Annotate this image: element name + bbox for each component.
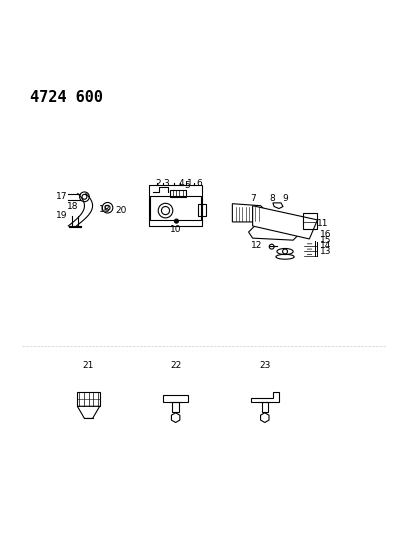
Bar: [198, 204, 206, 216]
Bar: [170, 190, 186, 197]
Text: 18: 18: [99, 205, 111, 214]
Polygon shape: [273, 203, 283, 208]
Bar: [150, 196, 201, 220]
Text: 1: 1: [187, 179, 193, 188]
Text: 7: 7: [250, 194, 255, 203]
Text: 16: 16: [320, 230, 331, 239]
Polygon shape: [248, 224, 297, 240]
Text: 10: 10: [170, 225, 182, 233]
Text: 17: 17: [55, 192, 67, 201]
Text: 3: 3: [164, 179, 169, 188]
Text: 22: 22: [170, 361, 181, 370]
Text: 12: 12: [251, 241, 262, 250]
Text: 23: 23: [259, 361, 271, 370]
Text: 19: 19: [55, 212, 67, 220]
Text: 4: 4: [178, 179, 184, 188]
Text: 2: 2: [155, 179, 161, 188]
Polygon shape: [253, 206, 317, 239]
Text: 18: 18: [67, 202, 78, 211]
Bar: [173, 402, 179, 413]
Bar: [164, 395, 188, 402]
Text: 20: 20: [115, 206, 126, 215]
Text: 8: 8: [269, 194, 275, 203]
Bar: [262, 402, 268, 413]
Polygon shape: [233, 204, 269, 222]
Text: 5: 5: [184, 181, 190, 190]
Text: 4724 600: 4724 600: [30, 90, 103, 105]
Text: 15: 15: [320, 236, 331, 245]
Bar: [78, 392, 100, 406]
Circle shape: [174, 219, 178, 223]
Bar: [303, 213, 317, 229]
Polygon shape: [78, 406, 100, 418]
Circle shape: [105, 205, 110, 210]
Text: 21: 21: [83, 361, 94, 370]
Text: 6: 6: [196, 179, 202, 188]
Text: 14: 14: [320, 241, 331, 250]
Text: 11: 11: [317, 220, 328, 229]
Text: 13: 13: [320, 247, 331, 256]
Text: 9: 9: [282, 194, 288, 203]
Circle shape: [82, 195, 87, 199]
